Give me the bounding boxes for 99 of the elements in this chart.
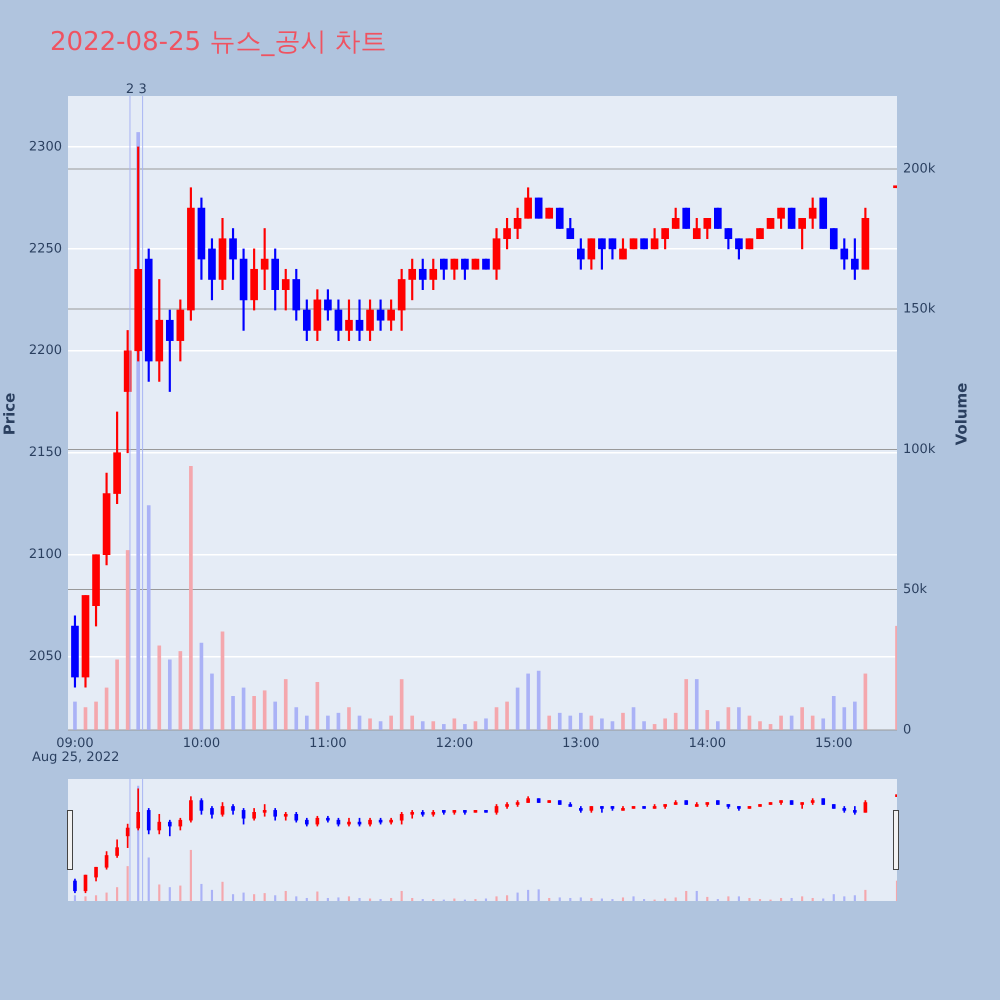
bar bbox=[716, 721, 720, 730]
bar bbox=[410, 716, 414, 730]
bar bbox=[505, 702, 509, 730]
bar bbox=[420, 721, 425, 730]
bar bbox=[368, 718, 372, 730]
y2-tick-label: 100k bbox=[903, 442, 936, 457]
bar bbox=[146, 505, 151, 730]
y-tick-label: 2150 bbox=[28, 445, 62, 460]
bar bbox=[220, 631, 224, 730]
bar bbox=[84, 707, 88, 730]
bar bbox=[516, 688, 520, 730]
bar bbox=[115, 660, 119, 730]
bar bbox=[316, 682, 320, 730]
x-tick-label: 10:00 bbox=[182, 736, 220, 752]
bar bbox=[558, 712, 562, 730]
bar bbox=[632, 707, 636, 730]
bar bbox=[157, 646, 162, 730]
bar bbox=[705, 710, 710, 730]
bar bbox=[821, 718, 826, 730]
y-tick-label: 2300 bbox=[28, 139, 62, 154]
bar bbox=[652, 724, 656, 730]
bar bbox=[104, 688, 108, 730]
bar bbox=[200, 642, 204, 730]
bar bbox=[252, 696, 256, 730]
bar bbox=[768, 724, 772, 730]
bar bbox=[262, 690, 266, 730]
bar bbox=[178, 651, 182, 730]
y-tick-label: 2100 bbox=[28, 547, 62, 562]
bar bbox=[621, 712, 625, 730]
bar bbox=[231, 696, 235, 730]
x-tick-label: 12:00 bbox=[436, 736, 474, 752]
y2-tick-label: 200k bbox=[903, 161, 936, 176]
bar bbox=[842, 707, 846, 730]
bar bbox=[400, 679, 404, 730]
y2-tick-label: 50k bbox=[903, 582, 928, 598]
bar bbox=[304, 716, 309, 730]
bar bbox=[684, 679, 688, 730]
y-tick-label: 2200 bbox=[28, 343, 62, 358]
bar bbox=[810, 716, 815, 730]
bar bbox=[431, 721, 436, 730]
bar bbox=[347, 707, 351, 730]
annotation: 3 bbox=[138, 82, 147, 97]
x-tick-label: 15:00 bbox=[815, 736, 852, 752]
bar bbox=[790, 716, 794, 730]
bar bbox=[452, 718, 456, 730]
bar bbox=[526, 674, 530, 730]
bar bbox=[758, 721, 762, 730]
bar bbox=[284, 679, 288, 730]
bar bbox=[484, 718, 488, 730]
y2-tick-label: 0 bbox=[903, 722, 912, 738]
bar bbox=[358, 716, 362, 730]
y-tick-label: 2050 bbox=[28, 648, 62, 664]
bar bbox=[378, 721, 382, 730]
bar bbox=[610, 721, 614, 730]
annotation: 2 bbox=[126, 82, 134, 97]
bar bbox=[600, 718, 604, 730]
x-tick-label: 13:00 bbox=[562, 736, 600, 752]
bar bbox=[336, 712, 340, 730]
x-tick-label: 11:00 bbox=[309, 736, 347, 752]
bar bbox=[663, 718, 667, 730]
bar bbox=[389, 716, 393, 730]
y2-axis-title: Volume bbox=[952, 382, 970, 446]
bar bbox=[568, 716, 572, 730]
y2-tick-label: 150k bbox=[903, 302, 936, 317]
bar bbox=[779, 716, 783, 730]
bar bbox=[168, 660, 172, 730]
bar bbox=[73, 702, 77, 730]
bar bbox=[94, 702, 98, 730]
bar bbox=[579, 712, 583, 730]
x-tick-label: 14:00 bbox=[688, 736, 726, 752]
bar bbox=[726, 707, 730, 730]
bar bbox=[800, 707, 804, 730]
bar bbox=[737, 707, 741, 730]
bar bbox=[189, 466, 193, 730]
bar bbox=[273, 702, 278, 730]
bar bbox=[864, 674, 868, 730]
bar bbox=[536, 670, 541, 730]
bar bbox=[694, 679, 699, 730]
bar bbox=[748, 716, 752, 730]
bar bbox=[242, 688, 246, 730]
bar bbox=[590, 716, 594, 730]
chart-title: 2022-08-25 뉴스_공시 차트 bbox=[50, 26, 387, 59]
bar bbox=[126, 550, 130, 730]
bar bbox=[294, 707, 298, 730]
bar bbox=[547, 716, 552, 730]
bar bbox=[674, 712, 678, 730]
bar bbox=[494, 707, 498, 730]
bar bbox=[463, 724, 467, 730]
bar bbox=[442, 724, 446, 730]
bar bbox=[474, 721, 478, 730]
text: Aug 25, 2022 bbox=[32, 750, 120, 765]
bar bbox=[210, 674, 214, 730]
x-tick-label: 09:00 bbox=[56, 736, 94, 752]
bar bbox=[326, 716, 330, 730]
bar bbox=[832, 696, 836, 730]
bar bbox=[642, 721, 646, 730]
bar bbox=[853, 702, 857, 730]
y-axis-title: Price bbox=[0, 392, 18, 436]
y-tick-label: 2250 bbox=[28, 241, 62, 256]
